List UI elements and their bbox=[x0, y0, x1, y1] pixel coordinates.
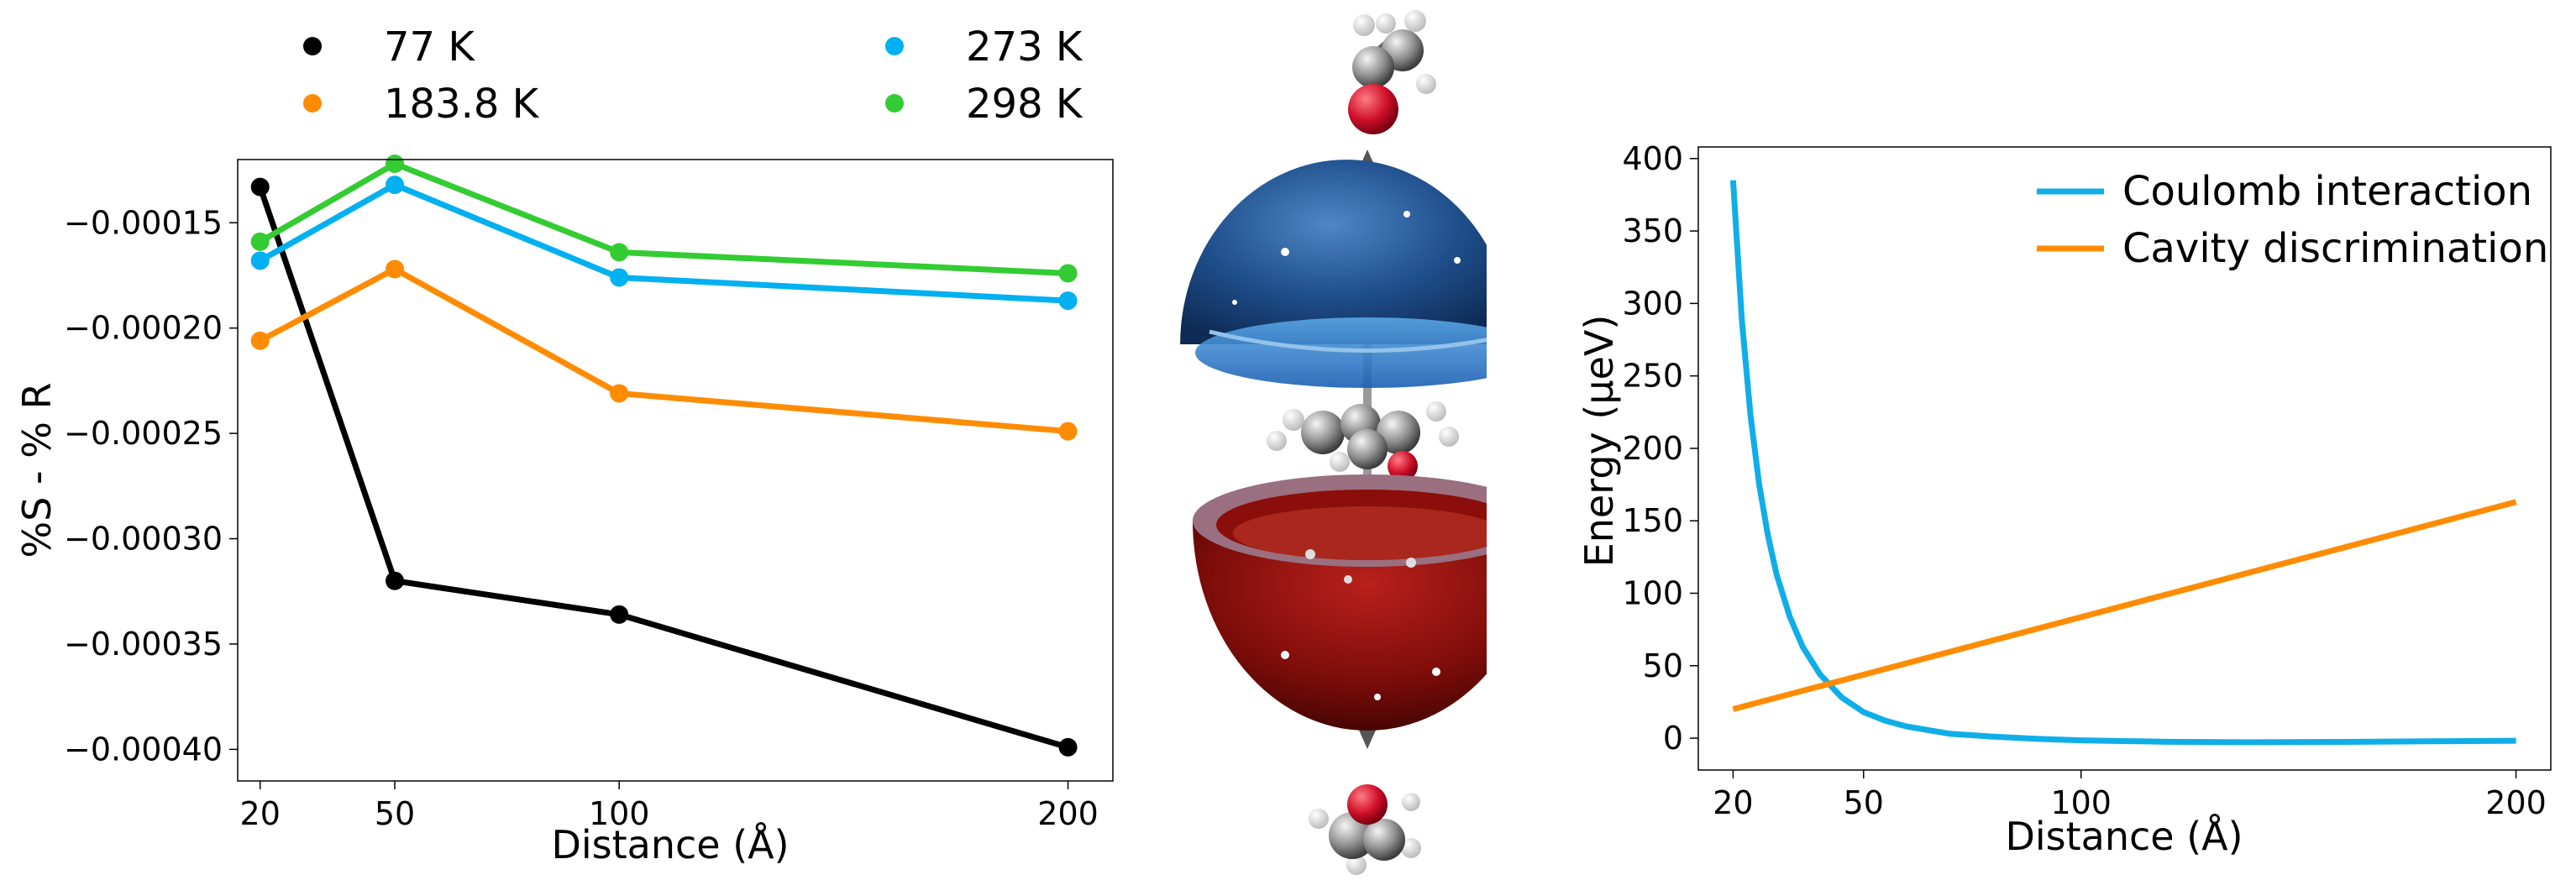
y-tick-label: −0.00015 bbox=[64, 204, 223, 241]
left-legend: 77 K 183.8 K 273 K 298 K bbox=[303, 24, 1083, 128]
left-chart: 77 K 183.8 K 273 K 298 K 20 50 100 200 −0.00015… bbox=[14, 24, 1114, 867]
right-ylabel: Energy (μeV) bbox=[1577, 315, 1622, 568]
legend-label: 273 K bbox=[966, 24, 1083, 71]
y-tick-label: 250 bbox=[1622, 358, 1683, 395]
x-tick-label: 20 bbox=[1713, 784, 1753, 821]
data-point-77-k bbox=[610, 605, 629, 624]
y-tick-label: −0.00035 bbox=[64, 626, 223, 663]
red-hemisphere bbox=[1193, 474, 1487, 731]
x-tick-label: 200 bbox=[1037, 795, 1099, 832]
data-point-298-k bbox=[386, 155, 405, 174]
y-tick-label: −0.00025 bbox=[64, 415, 223, 452]
left-axes: 20 50 100 200 −0.00015 −0.00020 −0.00025 −0.000… bbox=[64, 159, 1114, 832]
middle-molecule bbox=[1267, 401, 1459, 481]
series-line-273-k bbox=[258, 181, 1068, 304]
right-legend: Coulomb interaction Cavity discrimination bbox=[2037, 168, 2548, 272]
y-tick-label: −0.00020 bbox=[64, 310, 223, 347]
data-point-183-8-k bbox=[610, 384, 629, 403]
y-tick-label: 300 bbox=[1622, 285, 1683, 322]
legend-label: 77 K bbox=[384, 24, 475, 71]
data-point-183-8-k bbox=[386, 259, 405, 279]
series-line-183-8-k bbox=[259, 265, 1068, 435]
x-tick-label: 20 bbox=[240, 795, 281, 832]
data-point-298-k bbox=[250, 232, 270, 251]
plot-frame bbox=[1697, 146, 2552, 771]
blue-hemisphere bbox=[1180, 160, 1487, 388]
y-tick-label: 400 bbox=[1622, 140, 1683, 177]
legend-label: Cavity discrimination bbox=[2122, 225, 2548, 272]
data-point-183-8-k bbox=[1058, 422, 1078, 441]
data-point-183-8-k bbox=[250, 331, 270, 350]
right-xlabel: Distance (Å) bbox=[2005, 814, 2243, 859]
left-ylabel: %S - % R bbox=[14, 382, 60, 558]
data-point-273-k bbox=[1058, 291, 1078, 311]
data-point-77-k bbox=[1058, 737, 1078, 757]
y-tick-label: 0 bbox=[1663, 720, 1683, 757]
y-tick-label: 150 bbox=[1622, 502, 1683, 539]
x-tick-label: 50 bbox=[1844, 784, 1884, 821]
y-tick-label: −0.00040 bbox=[64, 731, 223, 768]
right-series-marks bbox=[1729, 180, 2517, 746]
y-tick-label: 200 bbox=[1622, 430, 1683, 467]
y-tick-label: 50 bbox=[1643, 647, 1683, 684]
x-tick-label: 100 bbox=[2050, 784, 2112, 821]
x-tick-label: 200 bbox=[2485, 784, 2547, 821]
plot-frame bbox=[237, 159, 1114, 782]
bottom-molecule bbox=[1309, 784, 1421, 875]
legend-marker bbox=[303, 37, 322, 55]
cavity-illustration bbox=[1180, 10, 1487, 875]
data-point-77-k bbox=[250, 177, 270, 196]
legend-label: 298 K bbox=[966, 81, 1083, 128]
right-axes: 20 50 100 200 0 50 100 150 200 250 300 350 400 bbox=[1622, 140, 2552, 821]
top-molecule bbox=[1348, 10, 1436, 134]
data-point-77-k bbox=[386, 571, 405, 590]
y-tick-label: 100 bbox=[1622, 574, 1683, 611]
series-line-coulomb-interaction bbox=[1729, 180, 2516, 746]
x-tick-label: 100 bbox=[589, 795, 650, 832]
series-line-cavity-discrimination bbox=[1732, 499, 2517, 712]
legend-marker bbox=[885, 37, 904, 55]
data-point-273-k bbox=[610, 268, 629, 287]
x-tick-label: 50 bbox=[375, 795, 415, 832]
y-tick-label: −0.00030 bbox=[64, 521, 223, 558]
legend-marker bbox=[303, 94, 322, 113]
legend-label: Coulomb interaction bbox=[2122, 168, 2532, 215]
right-chart: 20 50 100 200 0 50 100 150 200 250 300 350 400 Coulo… bbox=[1577, 140, 2552, 859]
left-xlabel: Distance (Å) bbox=[551, 822, 789, 867]
legend-label: 183.8 K bbox=[384, 81, 540, 128]
data-point-273-k bbox=[250, 251, 270, 270]
series-line-77-k bbox=[257, 186, 1069, 751]
y-tick-label: 350 bbox=[1622, 212, 1683, 249]
data-point-273-k bbox=[386, 176, 405, 195]
legend-marker bbox=[885, 94, 904, 113]
data-point-298-k bbox=[1058, 264, 1078, 283]
left-series-marks bbox=[250, 155, 1078, 757]
data-point-298-k bbox=[610, 243, 629, 262]
series-line-298-k bbox=[258, 160, 1068, 276]
